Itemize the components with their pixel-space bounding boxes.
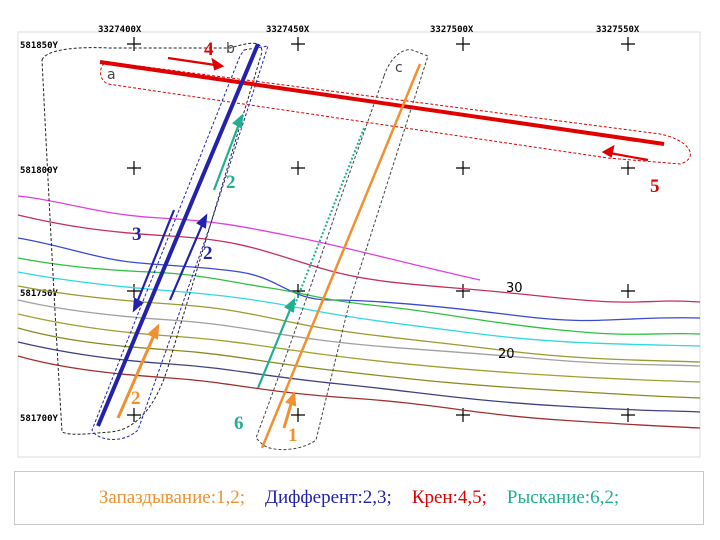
coverage-outline-a <box>100 61 691 165</box>
legend-latency: Запаздывание:1,2; <box>98 487 246 508</box>
arrow-number: 4 <box>204 39 214 60</box>
y-coord-label: 581800Y <box>20 166 59 176</box>
grid-crosses <box>127 37 635 422</box>
x-coord-label: 3327450X <box>266 25 310 35</box>
contour-line <box>17 327 701 399</box>
legend-pitch: Дифферент:2,3; <box>265 487 392 508</box>
yaw-dotted-line <box>291 127 365 313</box>
arrow-number: 2 <box>131 388 141 409</box>
arrow-trim-3 <box>132 209 176 311</box>
x-coord-label: 3327400X <box>98 25 142 35</box>
arrow-head <box>285 391 297 407</box>
coverage-outline-c <box>255 49 429 450</box>
survey-line-a <box>99 60 665 146</box>
survey-line-c <box>260 63 422 449</box>
x-coord-label: 3327500X <box>430 25 474 35</box>
contour-line <box>17 355 701 429</box>
survey-line-b <box>96 43 260 427</box>
line-letter-b: b <box>226 41 235 57</box>
legend: Запаздывание:1,2; Дифферент:2,3; Крен:4,… <box>14 471 704 525</box>
contour-line <box>17 299 701 367</box>
arrow-yaw-2 <box>212 115 244 191</box>
contour-line <box>17 195 481 281</box>
line-letter-c: c <box>395 60 403 76</box>
y-coord-label: 581700Y <box>20 414 59 424</box>
y-coord-label: 581850Y <box>20 41 59 51</box>
map-frame <box>17 31 701 458</box>
contour-line <box>17 214 701 303</box>
arrow-number: 5 <box>650 176 660 197</box>
coverage-outline-b <box>41 42 263 435</box>
contour-label-20: 20 <box>498 347 515 362</box>
contour-line <box>17 271 701 347</box>
arrow-head <box>601 144 615 158</box>
contour-line <box>17 341 701 413</box>
arrow-yaw-6 <box>256 299 296 389</box>
arrow-head <box>196 213 208 229</box>
contour-line <box>17 313 701 383</box>
arrow-number: 2 <box>203 243 213 264</box>
contour-line <box>17 257 701 335</box>
arrow-number: 3 <box>132 224 142 245</box>
line-letter-a: a <box>107 67 116 83</box>
x-coord-label: 3327550X <box>596 25 640 35</box>
y-coord-label: 581750Y <box>20 289 59 299</box>
arrow-trim-2 <box>168 215 208 301</box>
arrow-head <box>147 323 160 340</box>
survey-map: 3327400X 3327450X 3327500X 3327550X 5818… <box>17 25 701 458</box>
arrow-head <box>211 57 225 71</box>
arrow-head <box>232 113 244 129</box>
contour-line <box>17 285 701 363</box>
legend-yaw: Рыскание:6,2; <box>506 487 620 508</box>
depth-contours <box>17 195 701 429</box>
arrows <box>116 56 649 429</box>
legend-roll: Крен:4,5; <box>411 487 487 508</box>
arrow-head <box>284 297 296 313</box>
arrow-head <box>132 297 144 313</box>
contour-line <box>17 237 701 322</box>
arrow-latency-2 <box>116 325 160 419</box>
contour-label-30: 30 <box>506 281 523 296</box>
arrow-number: 6 <box>234 413 244 434</box>
coverage-outlines <box>41 42 691 450</box>
arrow-number: 1 <box>288 425 298 446</box>
coverage-outline-band <box>91 45 269 440</box>
arrow-number: 2 <box>226 172 236 193</box>
